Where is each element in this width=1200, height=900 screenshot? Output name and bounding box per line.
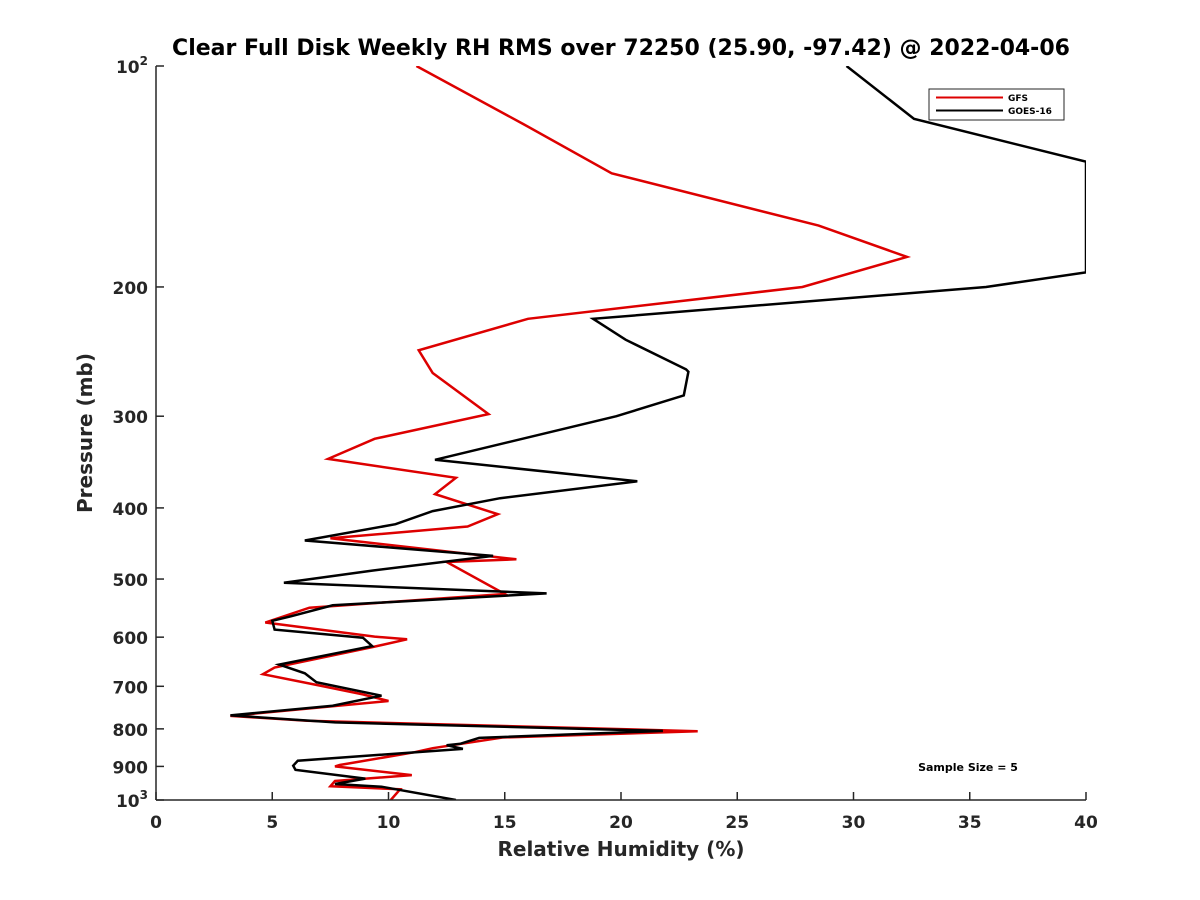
x-tick-label: 25: [725, 813, 749, 833]
legend: GFS GOES-16: [928, 88, 1065, 121]
y-tick-label: 200: [113, 279, 149, 299]
x-tick-label: 0: [150, 813, 162, 833]
y-tick-label: 800: [113, 721, 149, 741]
x-axis-label: Relative Humidity (%): [497, 837, 744, 861]
y-tick-label: 700: [113, 678, 149, 698]
y-axis-label: Pressure (mb): [73, 353, 97, 513]
y-tick-label: 900: [113, 758, 149, 778]
x-tick-label: 30: [842, 813, 866, 833]
x-tick-label: 40: [1074, 813, 1098, 833]
y-tick-label: 400: [113, 500, 149, 520]
x-tick-label: 15: [493, 813, 517, 833]
legend-label-gfs: GFS: [1008, 94, 1028, 104]
chart-title: Clear Full Disk Weekly RH RMS over 72250…: [172, 36, 1070, 61]
x-ticks: 0 5 10 15 20 25 30 35 40: [150, 792, 1098, 833]
y-tick-label: 300: [113, 408, 149, 428]
series-line-goes16: [230, 66, 1086, 800]
y-ticks: 102 200 300 400 500 600 700 800 900 103: [113, 54, 164, 812]
x-tick-label: 20: [609, 813, 633, 833]
x-tick-label: 35: [958, 813, 982, 833]
x-tick-label: 10: [377, 813, 401, 833]
y-tick-label: 103: [116, 788, 148, 812]
y-tick-label: 600: [113, 629, 149, 649]
plot-area: 0 5 10 15 20 25 30 35 40 102 200 300 400 500 600 700 80…: [113, 54, 1098, 833]
series-line-gfs: [230, 66, 912, 800]
x-tick-label: 5: [266, 813, 278, 833]
legend-label-goes16: GOES-16: [1008, 107, 1052, 117]
y-tick-label: 102: [116, 54, 148, 78]
series-layer: [230, 66, 1086, 800]
y-tick-label: 500: [113, 571, 149, 591]
sample-size-annotation: Sample Size = 5: [918, 761, 1018, 774]
legend-box: [928, 88, 1065, 121]
